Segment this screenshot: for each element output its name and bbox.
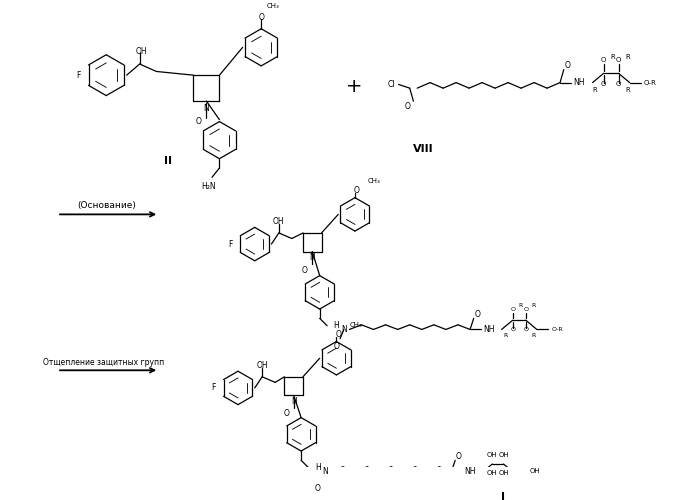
Text: N: N xyxy=(341,325,347,334)
Text: O: O xyxy=(475,310,480,319)
Text: R: R xyxy=(531,303,535,308)
Text: O: O xyxy=(354,186,360,194)
Text: F: F xyxy=(228,240,233,248)
Text: O: O xyxy=(601,82,607,87)
Text: Cl: Cl xyxy=(387,80,395,89)
Text: O-R: O-R xyxy=(643,80,656,86)
Text: I: I xyxy=(501,492,505,500)
Text: O: O xyxy=(335,330,342,338)
Text: OH: OH xyxy=(487,452,498,458)
Text: R: R xyxy=(531,332,535,338)
Text: N: N xyxy=(204,104,210,113)
Text: R: R xyxy=(518,303,522,308)
Text: R: R xyxy=(592,87,597,93)
Text: H₂N: H₂N xyxy=(201,182,216,191)
Text: R: R xyxy=(626,54,630,60)
Text: CH₃: CH₃ xyxy=(350,322,362,328)
Text: O: O xyxy=(601,58,607,64)
Text: O: O xyxy=(405,102,410,111)
Text: OH: OH xyxy=(530,468,540,474)
Text: NH: NH xyxy=(573,78,585,87)
Text: OH: OH xyxy=(256,361,268,370)
Text: O: O xyxy=(258,13,264,22)
Text: VIII: VIII xyxy=(413,144,434,154)
Text: O: O xyxy=(523,327,528,332)
Text: R: R xyxy=(626,87,630,93)
Text: N: N xyxy=(322,467,328,476)
Text: O: O xyxy=(510,327,515,332)
Text: O: O xyxy=(302,266,308,274)
Text: O: O xyxy=(510,306,515,312)
Text: O: O xyxy=(315,484,321,492)
Text: O: O xyxy=(523,306,528,312)
Text: II: II xyxy=(165,156,172,166)
Text: O: O xyxy=(456,452,462,461)
Text: F: F xyxy=(76,70,81,80)
Text: H: H xyxy=(333,321,339,330)
Text: N: N xyxy=(291,398,296,406)
Text: R: R xyxy=(611,54,615,60)
Text: OH: OH xyxy=(136,46,148,56)
Text: H: H xyxy=(315,463,321,472)
Text: +: + xyxy=(346,77,362,96)
Text: O: O xyxy=(565,62,570,70)
Text: (Основание): (Основание) xyxy=(76,200,136,209)
Text: O: O xyxy=(283,410,289,418)
Text: NH: NH xyxy=(464,467,476,476)
Text: CH₃: CH₃ xyxy=(368,178,380,184)
Text: O: O xyxy=(196,117,202,126)
Text: R: R xyxy=(503,332,507,338)
Text: OH: OH xyxy=(273,218,285,226)
Text: CH₃: CH₃ xyxy=(267,4,279,10)
Text: O: O xyxy=(616,82,622,87)
Text: OH: OH xyxy=(487,470,498,476)
Text: NH: NH xyxy=(483,325,494,334)
Text: O: O xyxy=(333,342,339,350)
Text: O: O xyxy=(616,58,622,64)
Text: OH: OH xyxy=(498,452,509,458)
Text: N: N xyxy=(309,254,315,262)
Text: O-R: O-R xyxy=(551,327,563,332)
Text: F: F xyxy=(212,384,216,392)
Text: OH: OH xyxy=(498,470,509,476)
Text: Отщепление защитных групп: Отщепление защитных групп xyxy=(43,358,164,368)
